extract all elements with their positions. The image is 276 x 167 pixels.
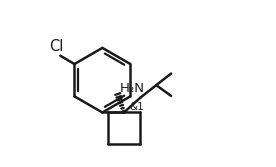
Text: Cl: Cl [49, 39, 63, 54]
Text: &1: &1 [130, 102, 144, 112]
Text: H₂N: H₂N [120, 82, 145, 95]
